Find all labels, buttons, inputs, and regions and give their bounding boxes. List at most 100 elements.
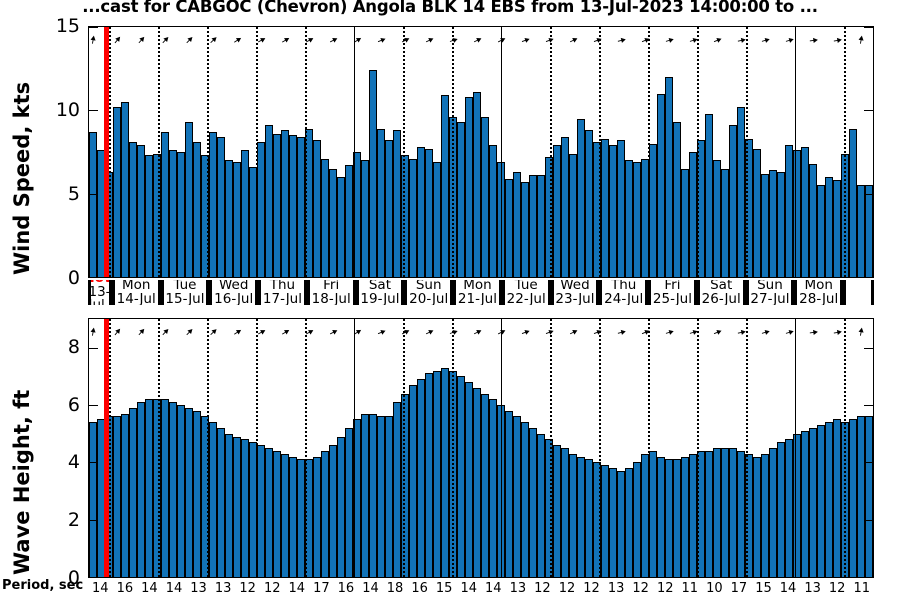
day-gridline [599,319,602,577]
bar [833,180,841,277]
day-label-cell: Thu 24-Jul [599,280,649,305]
bar [801,430,809,577]
bar [617,140,625,277]
day-gridline [403,27,406,277]
bar [337,436,345,577]
bar [529,175,537,277]
period-value: 12 [239,580,256,596]
period-value: 14 [165,580,183,596]
bar [609,468,617,577]
bar [561,448,569,577]
day-date: 14-Jul [116,290,156,305]
period-value: 12 [656,580,674,596]
day-date: 20-Jul [409,290,449,305]
bar [865,185,873,277]
day-label-cell: Fri 18-Jul [306,280,356,305]
day-gridline [697,27,700,277]
y-tick [89,519,98,521]
bar [89,422,97,577]
day-date: 27-Jul [750,290,790,305]
y-tick [89,347,98,349]
period-value: 17 [313,580,330,596]
bar [217,137,225,277]
bar [513,172,521,277]
day-gridline [207,27,210,277]
period-value: 12 [632,580,649,596]
bar [329,445,337,577]
bar [777,172,785,277]
bar [297,137,305,277]
period-value: 14 [288,580,306,596]
bar [553,145,561,277]
day-name: Sun [757,280,783,293]
bar [809,163,817,277]
bar [329,168,337,277]
bar [145,399,153,577]
bar [481,117,489,277]
bar [569,453,577,577]
bar [457,122,465,277]
day-label-cell: Mon 21-Jul [453,280,502,305]
bar [857,185,865,277]
period-value: 14 [141,580,158,596]
day-date: 18-Jul [311,290,351,305]
bar [209,132,217,277]
bar [705,450,713,577]
bar [569,153,577,277]
bar [377,128,385,277]
day-name: Sat [710,280,733,293]
bar [177,152,185,277]
bar [849,128,857,277]
wind-speed-plot [88,26,874,278]
bar [657,93,665,277]
period-value: 12 [534,580,551,596]
day-gridline [305,27,308,277]
y-tick-label: 4 [67,451,80,474]
day-label-cell: Fri 25-Jul [648,280,697,305]
bar [337,177,345,277]
bar [153,399,161,577]
bar [121,413,129,577]
day-label-cell: Sun 27-Jul [745,280,795,305]
period-value: 12 [558,580,576,596]
day-name: Thu [269,280,296,293]
period-values-row: 14 16 14 14 13 13 12 12 14 17 16 14 18 16 15 14 14 13 12 12… [88,578,874,598]
day-gridline [844,27,847,277]
bar [865,416,873,577]
bar [433,162,441,277]
day-name: Mon [804,280,833,293]
period-value: 13 [214,580,232,596]
day-name: Wed [560,280,590,293]
bar [313,456,321,577]
bar [409,158,417,277]
period-value: 14 [92,580,109,596]
period-value: 15 [435,580,453,596]
day-gridline [354,319,356,577]
y-tick [864,462,873,464]
bar [705,113,713,277]
bar [297,459,305,577]
day-gridline [844,319,847,577]
bar [745,453,753,577]
day-date: 19-Jul [360,290,400,305]
bar [529,427,537,577]
bar [169,150,177,277]
bar [689,152,697,277]
bar [161,399,169,577]
bar [321,450,329,577]
bar [825,177,833,277]
day-gridline [109,27,112,277]
bar [353,419,361,577]
bar [825,422,833,577]
day-gridline [452,27,455,277]
bar [753,456,761,577]
bar [713,448,721,577]
bar [833,419,841,577]
bar [425,148,433,277]
y-tick-label: 10 [55,99,80,121]
day-gridline [746,27,749,277]
bar [465,97,473,277]
day-gridline [109,319,112,577]
day-gridline [550,27,553,277]
y-tick [864,193,873,195]
